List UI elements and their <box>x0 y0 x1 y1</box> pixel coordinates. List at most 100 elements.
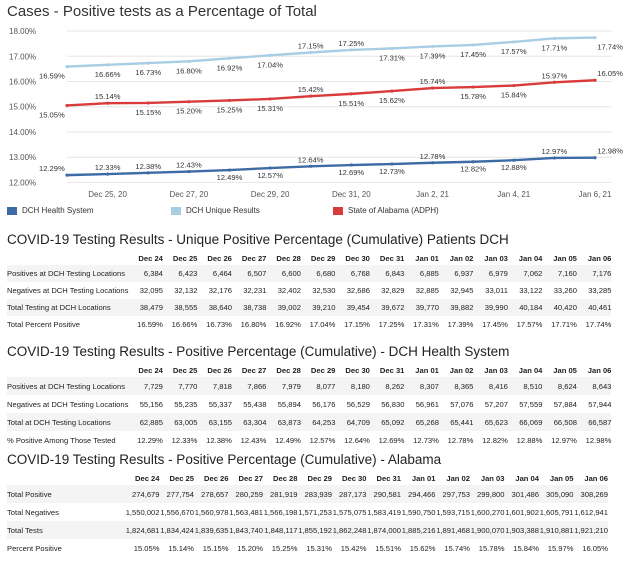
table-cell: 12.29% <box>137 435 163 445</box>
table-column-header: Dec 29 <box>310 254 336 263</box>
data-point <box>227 98 232 103</box>
x-tick-label: Jan 2, 21 <box>416 190 449 199</box>
legend-label: State of Alabama (ADPH) <box>348 206 439 215</box>
table-column-header: Dec 27 <box>241 366 267 375</box>
data-point <box>309 50 313 55</box>
table-cell: 63,155 <box>197 413 232 431</box>
table-cell: 1,575,075 <box>332 507 367 517</box>
table-cell: 1,601,902 <box>505 507 539 517</box>
table-column-header: Dec 26 <box>207 366 232 375</box>
table-column-header: Jan 05 <box>553 366 577 375</box>
table-cell: 15.25% <box>271 543 298 553</box>
table-cell: 38,555 <box>162 299 198 316</box>
table-corner-cell <box>7 472 125 485</box>
table-title-dch-health: COVID-19 Testing Results - Positive Perc… <box>7 344 510 359</box>
data-point <box>309 164 313 168</box>
table-row: Total Tests 1,824,681 1,834,424 1,839,635 1,… <box>7 521 608 539</box>
table-column-header: Dec 24 <box>138 254 163 263</box>
data-point <box>512 158 516 162</box>
table-corner-cell <box>7 252 128 265</box>
table-cell: 6,768 <box>335 265 370 282</box>
table-header-row: Dec 24 Dec 25 Dec 26 Dec 27 Dec 28 Dec 29 Dec … <box>7 364 611 377</box>
data-label: 15.62% <box>379 96 405 105</box>
table-column-header: Dec 31 <box>379 254 405 263</box>
table-cell: 17.74% <box>585 320 612 329</box>
table-cell: 56,529 <box>346 399 370 409</box>
table-column-header: Dec 25 <box>172 254 198 263</box>
table-cell: 65,441 <box>438 413 474 431</box>
table-row: Total Percent Positive 16.59% 16.66% 16.73%… <box>7 316 611 333</box>
data-point <box>349 92 353 96</box>
table-cell: 15.42% <box>340 543 367 553</box>
table-corner-cell <box>7 364 128 377</box>
data-label: 15.84% <box>501 91 527 100</box>
y-tick-label: 18.00% <box>9 27 36 36</box>
data-label: 16.80% <box>176 66 202 75</box>
legend-swatch-state-of-alabama <box>333 206 343 215</box>
table-column-header: Dec 29 <box>310 366 336 375</box>
row-label: Total Testing at DCH Locations <box>7 299 129 316</box>
table-cell: 57,207 <box>484 399 508 409</box>
data-label: 16.92% <box>217 63 243 72</box>
data-label: 15.42% <box>298 85 324 94</box>
table-cell: 17.45% <box>482 320 508 329</box>
table-cell: 8,077 <box>300 377 336 395</box>
table-cell: 39,770 <box>404 299 439 316</box>
data-point <box>593 36 597 40</box>
table-cell: 1,900,070 <box>470 521 505 539</box>
table-cell: 57,944 <box>588 399 612 409</box>
table-column-header: Jan 01 <box>411 474 436 483</box>
data-point <box>512 83 516 88</box>
table-cell: 63,005 <box>162 413 198 431</box>
table-cell: 15.15% <box>202 543 229 553</box>
table-cell: 65,623 <box>473 413 508 431</box>
table-cell: 15.31% <box>306 543 332 553</box>
table-cell: 7,729 <box>128 377 163 395</box>
table-column-header: Dec 25 <box>172 366 198 375</box>
table-cell: 66,069 <box>507 413 543 431</box>
table-cell: 6,979 <box>473 265 508 282</box>
data-point <box>471 85 475 89</box>
table-column-header: Jan 02 <box>449 366 474 375</box>
table-row: Negatives at DCH Testing Locations 55,156… <box>7 395 611 413</box>
data-point <box>65 65 69 69</box>
table-cell: 1,839,635 <box>194 521 229 539</box>
legend-item-state-of-alabama[interactable]: State of Alabama (ADPH) <box>333 206 439 215</box>
x-tick-label: Dec 29, 20 <box>251 190 290 199</box>
table-cell: 7,176 <box>576 265 612 282</box>
data-label: 12.29% <box>39 164 65 173</box>
table-cell: 15.20% <box>237 543 263 553</box>
legend-label: DCH Health System <box>22 206 94 215</box>
table-cell: 1,834,424 <box>159 521 194 539</box>
table-cell: 7,818 <box>197 377 232 395</box>
legend-item-dch-health-system[interactable]: DCH Health System <box>7 206 94 215</box>
table-cell: 280,259 <box>228 485 263 503</box>
table-cell: 7,770 <box>162 377 198 395</box>
table-cell: 16.73% <box>206 320 232 329</box>
table-column-header: Dec 31 <box>376 474 402 483</box>
legend-item-dch-unique-results[interactable]: DCH Unique Results <box>171 206 260 215</box>
data-point <box>349 163 353 167</box>
table-column-header: Dec 24 <box>135 474 160 483</box>
table-cell: 299,800 <box>470 485 505 503</box>
data-label: 17.74% <box>597 43 623 52</box>
data-point <box>106 172 110 176</box>
table-cell: 32,686 <box>346 286 370 295</box>
table-dch-health: Dec 24 Dec 25 Dec 26 Dec 27 Dec 28 Dec 29 Dec … <box>7 364 612 449</box>
table-cell: 6,843 <box>369 265 405 282</box>
table-column-header: Dec 24 <box>138 366 163 375</box>
table-cell: 33,011 <box>485 286 508 295</box>
data-label: 12.69% <box>338 168 364 177</box>
data-label: 16.73% <box>135 68 161 77</box>
y-tick-label: 12.00% <box>9 178 36 187</box>
table-cell: 7,160 <box>542 265 577 282</box>
table-cell: 63,873 <box>266 413 301 431</box>
data-point <box>552 156 556 160</box>
table-cell: 12.98% <box>585 435 612 445</box>
table-column-header: Jan 01 <box>415 254 439 263</box>
row-label: Total Percent Positive <box>7 320 81 329</box>
data-point <box>390 162 394 166</box>
table-cell: 32,530 <box>312 286 336 295</box>
data-label: 17.04% <box>257 60 283 69</box>
table-cell: 1,874,000 <box>366 521 401 539</box>
